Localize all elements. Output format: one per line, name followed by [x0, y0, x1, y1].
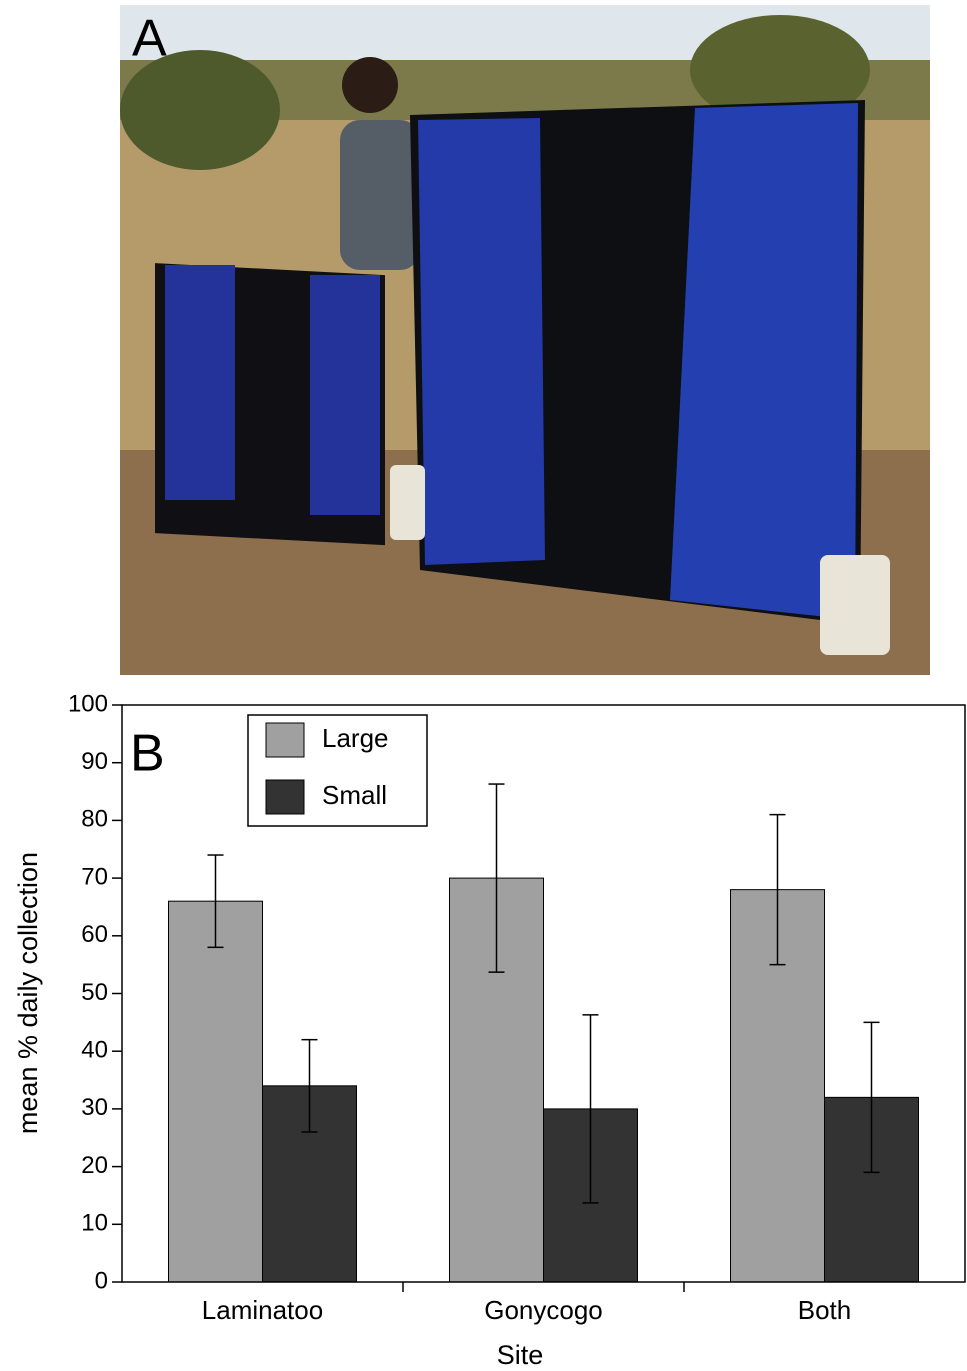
y-tick-label: 70 [81, 863, 108, 890]
x-tick-label: Laminatoo [202, 1295, 323, 1325]
y-tick-label: 0 [95, 1267, 108, 1294]
error-bar [488, 783, 505, 973]
legend-swatch [265, 779, 305, 815]
error-bar [769, 813, 786, 966]
x-tick-label: Gonycogo [484, 1295, 603, 1325]
error-bar [301, 1038, 318, 1133]
error-bar [863, 1021, 880, 1174]
y-tick-label: 10 [81, 1210, 108, 1237]
y-tick-label: 50 [81, 979, 108, 1006]
y-axis-label: mean % daily collection [13, 852, 43, 1134]
legend-swatch [265, 722, 305, 758]
y-tick-label: 60 [81, 921, 108, 948]
x-axis-label: Site [497, 1340, 544, 1370]
y-tick-label: 100 [68, 690, 108, 717]
photo: A [120, 5, 930, 675]
y-tick-label: 80 [81, 806, 108, 833]
error-bar [582, 1014, 599, 1204]
y-tick-label: 90 [81, 748, 108, 775]
panel-label: A [132, 10, 167, 68]
chart: B Site mean % daily collection [13, 725, 543, 1370]
x-tick-label: Both [798, 1295, 852, 1325]
y-tick-label: 30 [81, 1094, 108, 1121]
error-bar [207, 854, 224, 949]
bar [168, 900, 263, 1283]
legend-label: Large [322, 723, 389, 753]
y-tick-label: 20 [81, 1152, 108, 1179]
legend-label: Small [322, 780, 387, 810]
y-tick-label: 40 [81, 1037, 108, 1064]
panel-label: B [130, 725, 165, 783]
plot-frame [121, 704, 966, 1283]
